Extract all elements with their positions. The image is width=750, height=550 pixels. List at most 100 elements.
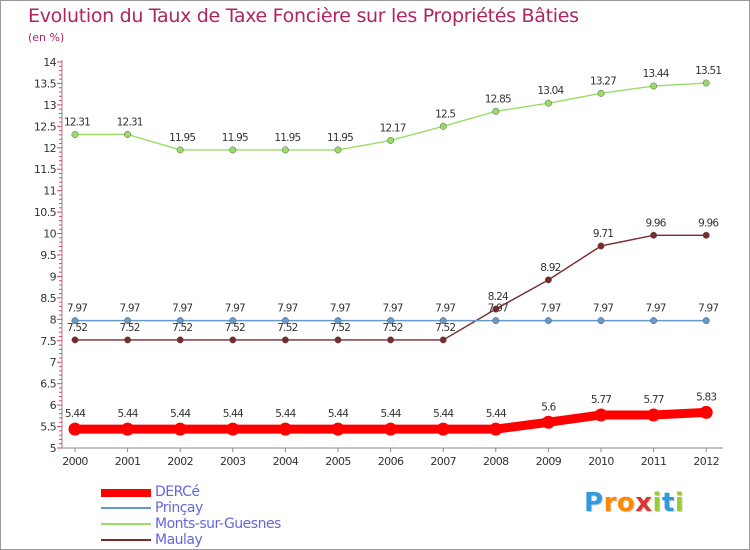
x-tick-label: 2003 xyxy=(220,455,246,468)
x-tick-label: 2007 xyxy=(430,455,456,468)
data-point-maulay xyxy=(597,242,605,250)
data-label-derce: 5.44 xyxy=(433,408,454,420)
data-label-princay: 7.97 xyxy=(698,303,718,315)
logo-letter: x xyxy=(635,488,653,518)
legend-swatch-princay xyxy=(101,507,151,509)
logo-letter: P xyxy=(584,488,604,518)
data-label-princay: 7.97 xyxy=(383,303,403,315)
data-label-derce: 5.44 xyxy=(170,408,191,420)
x-tick-label: 2011 xyxy=(641,455,667,468)
legend-swatch-monts-sur-guesnes xyxy=(101,523,151,525)
data-point-princay xyxy=(387,317,395,325)
data-label-derce: 5.44 xyxy=(328,408,349,420)
data-point-princay xyxy=(492,317,500,325)
x-tick-label: 2008 xyxy=(483,455,509,468)
data-label-derce: 5.44 xyxy=(223,408,244,420)
y-tick-label: 9.5 xyxy=(40,249,56,262)
legend-label-derce: DERCé xyxy=(155,484,200,500)
y-tick-label: 10 xyxy=(43,228,56,241)
data-label-maulay: 7.52 xyxy=(435,322,455,334)
data-label-monts-sur-guesnes: 12.31 xyxy=(117,116,143,128)
y-tick-label: 7.5 xyxy=(40,335,56,348)
data-point-princay xyxy=(544,317,552,325)
data-label-monts-sur-guesnes: 11.95 xyxy=(274,132,300,144)
data-label-princay: 7.97 xyxy=(488,303,508,315)
data-label-derce: 5.77 xyxy=(591,394,611,406)
data-point-princay xyxy=(702,317,710,325)
data-label-monts-sur-guesnes: 11.95 xyxy=(169,132,195,144)
data-label-maulay: 7.52 xyxy=(120,322,140,334)
y-tick-label: 12 xyxy=(43,142,56,155)
data-label-derce: 5.44 xyxy=(65,408,86,420)
data-point-derce xyxy=(384,422,398,436)
data-point-monts-sur-guesnes xyxy=(597,89,605,97)
data-point-maulay xyxy=(544,276,552,284)
data-label-derce: 5.44 xyxy=(118,408,139,420)
data-point-monts-sur-guesnes xyxy=(492,107,500,115)
legend-label-princay: Prinçay xyxy=(155,500,203,516)
y-tick-label: 12.5 xyxy=(34,120,57,133)
data-point-derce xyxy=(541,415,555,429)
y-tick-label: 14 xyxy=(43,56,56,69)
data-point-monts-sur-guesnes xyxy=(650,82,658,90)
data-point-princay xyxy=(597,317,605,325)
data-point-maulay xyxy=(281,336,289,344)
x-tick-label: 2006 xyxy=(378,455,404,468)
data-label-monts-sur-guesnes: 13.04 xyxy=(537,85,564,97)
data-point-princay xyxy=(229,317,237,325)
data-label-princay: 7.97 xyxy=(225,303,245,315)
data-label-derce: 5.44 xyxy=(381,408,402,420)
data-point-derce xyxy=(331,422,345,436)
y-tick-label: 13 xyxy=(43,99,56,112)
x-tick-label: 2001 xyxy=(115,455,141,468)
data-point-derce xyxy=(173,422,187,436)
data-label-monts-sur-guesnes: 13.27 xyxy=(590,75,616,87)
legend-label-maulay: Maulay xyxy=(155,532,203,548)
y-tick-label: 6 xyxy=(50,399,57,412)
y-tick-label: 5 xyxy=(50,442,57,455)
data-label-maulay: 8.92 xyxy=(540,262,560,274)
data-point-monts-sur-guesnes xyxy=(702,79,710,87)
y-tick-label: 7 xyxy=(50,356,57,369)
data-point-maulay xyxy=(334,336,342,344)
data-label-princay: 7.97 xyxy=(172,303,192,315)
data-point-monts-sur-guesnes xyxy=(176,146,184,154)
y-tick-label: 8.5 xyxy=(40,292,56,305)
logo-letter: o xyxy=(616,488,636,518)
data-label-princay: 7.97 xyxy=(435,303,455,315)
logo-letter: i xyxy=(674,488,685,518)
data-point-maulay xyxy=(124,336,132,344)
data-label-maulay: 9.96 xyxy=(646,217,667,229)
x-tick-label: 2000 xyxy=(62,455,88,468)
data-point-derce xyxy=(278,422,292,436)
data-point-princay xyxy=(439,317,447,325)
x-tick-label: 2009 xyxy=(536,455,562,468)
y-tick-label: 11 xyxy=(43,185,56,198)
data-point-monts-sur-guesnes xyxy=(124,131,132,138)
y-tick-label: 11.5 xyxy=(34,163,57,176)
data-point-princay xyxy=(650,317,658,325)
y-tick-label: 13.5 xyxy=(34,77,57,90)
data-label-princay: 7.97 xyxy=(277,303,297,315)
data-point-maulay xyxy=(387,336,395,344)
data-label-monts-sur-guesnes: 13.44 xyxy=(643,68,670,80)
y-tick-label: 9 xyxy=(50,270,57,283)
data-label-princay: 7.97 xyxy=(67,303,87,315)
data-label-princay: 7.97 xyxy=(646,303,666,315)
data-label-derce: 5.6 xyxy=(541,401,556,413)
data-point-princay xyxy=(124,317,132,325)
data-point-derce xyxy=(594,408,608,422)
data-point-maulay xyxy=(229,336,237,344)
y-tick-label: 10.5 xyxy=(34,206,57,219)
data-point-monts-sur-guesnes xyxy=(439,122,447,130)
data-label-maulay: 7.52 xyxy=(172,322,192,334)
data-point-princay xyxy=(281,317,289,325)
data-label-monts-sur-guesnes: 11.95 xyxy=(222,132,248,144)
data-point-derce xyxy=(489,422,503,436)
data-label-derce: 5.83 xyxy=(696,391,716,403)
data-point-maulay xyxy=(71,336,79,344)
data-label-monts-sur-guesnes: 11.95 xyxy=(327,132,353,144)
data-label-maulay: 7.52 xyxy=(67,322,87,334)
data-label-monts-sur-guesnes: 13.51 xyxy=(695,65,721,77)
